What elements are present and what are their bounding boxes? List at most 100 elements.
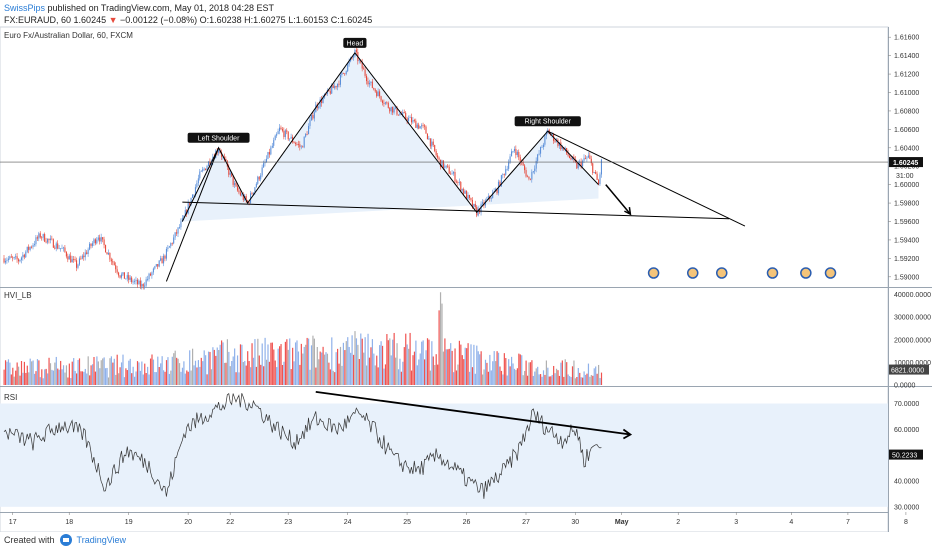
volume-bar bbox=[178, 363, 181, 385]
author-link[interactable]: SwissPips bbox=[4, 3, 46, 13]
volume-bar bbox=[466, 348, 468, 385]
candle-body bbox=[441, 160, 443, 168]
volume-bar bbox=[524, 370, 526, 385]
candle-body bbox=[178, 227, 181, 228]
candle-body bbox=[512, 151, 514, 152]
volume-bar bbox=[447, 349, 449, 385]
candle-body bbox=[431, 141, 433, 147]
candle-body bbox=[516, 151, 518, 156]
volume-bar bbox=[434, 365, 436, 385]
candle-body bbox=[251, 193, 253, 195]
volume-bar bbox=[18, 366, 20, 385]
volume-bar bbox=[418, 359, 420, 385]
volume-bar bbox=[400, 371, 402, 385]
volume-bar bbox=[480, 351, 482, 385]
candle-body bbox=[381, 100, 384, 104]
candle-body bbox=[424, 125, 426, 127]
forecast-arrowhead bbox=[624, 207, 632, 216]
volume-bar bbox=[116, 354, 118, 385]
price-chart[interactable]: Left Shoulder Head Right Shoulder 1.61600 1.… bbox=[0, 0, 932, 532]
volume-bar bbox=[241, 344, 243, 385]
candle-body bbox=[115, 265, 117, 270]
volume-bar bbox=[284, 341, 286, 385]
volume-bar bbox=[379, 345, 381, 385]
volume-bar bbox=[283, 361, 285, 385]
candle-body bbox=[255, 183, 257, 188]
volume-bar bbox=[450, 343, 452, 385]
volume-bar bbox=[29, 358, 31, 385]
candle-body bbox=[508, 162, 510, 169]
volume-bar bbox=[296, 340, 298, 385]
volume-bar bbox=[277, 348, 279, 385]
candle-body bbox=[236, 186, 239, 191]
calendar-event-icon bbox=[647, 267, 660, 279]
volume-bar bbox=[499, 366, 501, 385]
volume-bar bbox=[326, 353, 329, 385]
volume-bar bbox=[123, 377, 126, 385]
candle-body bbox=[540, 147, 542, 154]
volume-bar bbox=[199, 366, 201, 385]
candle-body bbox=[453, 172, 455, 174]
volume-bar bbox=[484, 359, 487, 385]
tradingview-link[interactable]: TradingView bbox=[76, 535, 127, 545]
volume-bar bbox=[489, 354, 491, 385]
volume-bar bbox=[390, 355, 392, 385]
volume-bar bbox=[421, 341, 423, 385]
candle-body bbox=[474, 203, 476, 208]
volume-pane-label: HVI_LB bbox=[4, 291, 32, 300]
volume-bar bbox=[76, 373, 78, 385]
volume-bar bbox=[149, 358, 152, 385]
volume-bar bbox=[445, 349, 447, 385]
candle-body bbox=[67, 256, 69, 260]
candle-body bbox=[428, 138, 430, 140]
candle-body bbox=[545, 132, 547, 136]
volume-bar bbox=[139, 370, 141, 385]
time-tick-label: 18 bbox=[65, 519, 73, 526]
volume-bar bbox=[290, 369, 292, 385]
volume-bar bbox=[441, 303, 443, 385]
candle-body bbox=[70, 255, 72, 263]
candle-body bbox=[367, 81, 369, 85]
volume-bar bbox=[268, 361, 271, 385]
candle-body bbox=[165, 248, 167, 259]
volume-bar bbox=[209, 351, 211, 385]
candle-body bbox=[228, 166, 230, 175]
symbol-label: FX:EURAUD, 60 bbox=[4, 15, 72, 25]
candle-body bbox=[595, 172, 597, 174]
volume-bar bbox=[509, 366, 511, 385]
volume-bar bbox=[393, 332, 395, 385]
candle-body bbox=[364, 69, 366, 76]
candle-body bbox=[432, 141, 434, 146]
volume-bar bbox=[587, 363, 590, 385]
volume-bar bbox=[47, 373, 49, 385]
volume-bar bbox=[389, 338, 391, 385]
volume-bar bbox=[303, 346, 305, 385]
candle-body bbox=[358, 60, 360, 62]
price-tick-label: 1.61200 bbox=[894, 72, 919, 79]
candle-body bbox=[542, 144, 544, 147]
candle-body bbox=[206, 166, 208, 171]
volume-bar bbox=[596, 373, 598, 385]
pattern-fill bbox=[182, 52, 599, 222]
candle-body bbox=[51, 238, 53, 240]
volume-bar bbox=[582, 377, 584, 385]
volume-bar bbox=[189, 350, 191, 385]
volume-bar bbox=[194, 360, 197, 385]
volume-bar bbox=[360, 333, 362, 385]
volume-bar bbox=[192, 348, 194, 385]
volume-bar bbox=[141, 361, 143, 385]
candle-body bbox=[83, 255, 85, 258]
candle-body bbox=[261, 167, 263, 176]
candle-body bbox=[25, 251, 27, 258]
volume-bar bbox=[258, 355, 260, 385]
volume-tick-label: 20000.0000 bbox=[894, 337, 931, 344]
current-rsi-tag bbox=[889, 449, 923, 460]
volume-bar bbox=[157, 356, 159, 385]
candle-body bbox=[123, 272, 125, 279]
volume-bar bbox=[431, 341, 433, 385]
volume-bar bbox=[22, 372, 24, 385]
candle-body bbox=[71, 259, 73, 263]
price-tick-label: 1.59200 bbox=[894, 256, 919, 263]
volume-bar bbox=[161, 356, 163, 385]
candle-body bbox=[564, 148, 566, 150]
